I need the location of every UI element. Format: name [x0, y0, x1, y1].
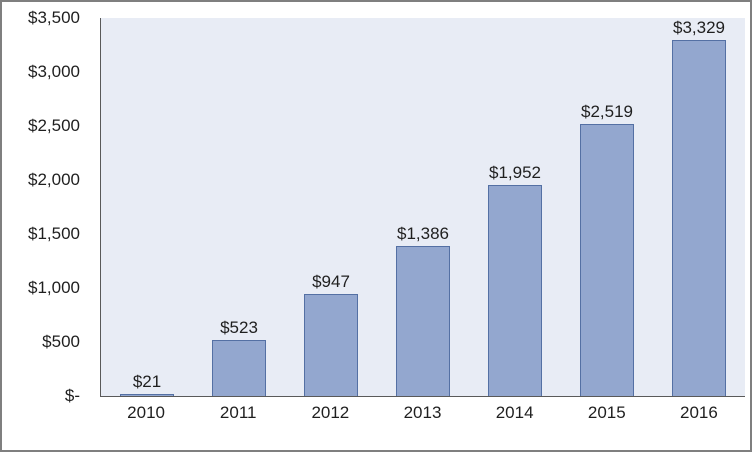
y-tick-label: $500 — [42, 332, 80, 351]
bar-value-label-2010: $21 — [132, 371, 162, 391]
bar-slot-2012: $947 — [285, 18, 377, 396]
bar-2013 — [396, 246, 450, 396]
x-tick-label-2015: 2015 — [587, 403, 626, 422]
bar-slot-2011: $523 — [193, 18, 285, 396]
bar-slot-2015: $2,519 — [561, 18, 653, 396]
bar-2011 — [212, 339, 266, 396]
plot-area: $21 $523 $947 $1,386 $1,952 $2,519 $3,329 — [100, 18, 745, 397]
bar-slot-2010: $21 — [101, 18, 193, 396]
bar-2010 — [120, 393, 174, 396]
y-tick-label: $1,500 — [28, 224, 80, 243]
x-tick-label-2010: 2010 — [127, 403, 165, 422]
bar-2015 — [580, 123, 634, 396]
y-tick-label: $1,000 — [28, 278, 80, 297]
bar-2014 — [488, 185, 542, 396]
x-tick-label-2011: 2011 — [219, 403, 257, 422]
bar-value-label-2012: $947 — [312, 271, 350, 291]
bar-value-label-2016: $3,329 — [673, 18, 725, 37]
bar-value-label-2011: $523 — [220, 317, 258, 337]
x-tick-label-2012: 2012 — [311, 403, 350, 422]
y-tick-label: $2,000 — [28, 170, 80, 189]
y-tick-label: $2,500 — [28, 116, 80, 135]
x-tick-label-2014: 2014 — [495, 403, 534, 422]
x-tick-label-2013: 2013 — [403, 403, 442, 422]
bar-2012 — [304, 293, 358, 396]
bars-row: $21 $523 $947 $1,386 $1,952 $2,519 $3,329 — [101, 18, 745, 396]
bar-slot-2016: $3,329 — [653, 18, 745, 396]
bar-value-label-2015: $2,519 — [581, 101, 633, 121]
y-tick-label: $3,000 — [28, 62, 80, 81]
y-tick-label: $3,500 — [28, 8, 80, 27]
x-tick-label-2016: 2016 — [680, 403, 718, 422]
bar-value-label-2013: $1,386 — [397, 224, 449, 244]
bar-slot-2014: $1,952 — [469, 18, 561, 396]
bar-slot-2013: $1,386 — [377, 18, 469, 396]
bar-value-label-2014: $1,952 — [489, 163, 541, 183]
bar-2016 — [672, 40, 726, 396]
x-axis-labels: 2010 2011 2012 2013 2014 2015 2016 — [100, 401, 745, 425]
y-tick-label: $- — [64, 386, 80, 405]
